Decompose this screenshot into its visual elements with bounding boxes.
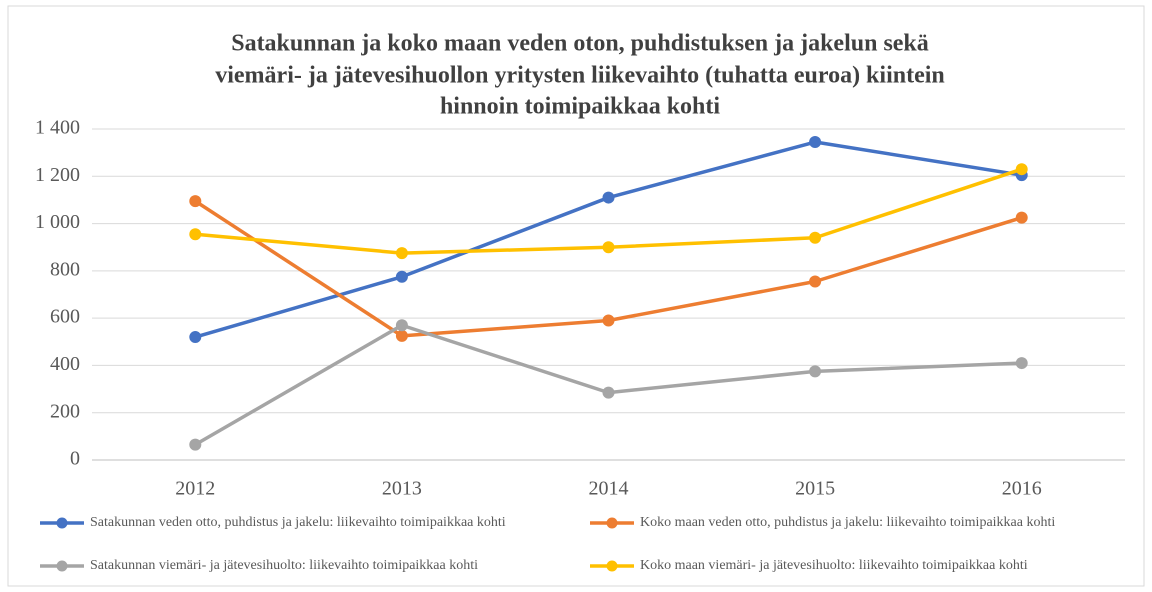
x-tick-label: 2013 xyxy=(382,478,422,500)
y-tick-label: 400 xyxy=(50,353,80,375)
data-point xyxy=(809,275,822,288)
y-tick-label: 1 000 xyxy=(35,211,80,233)
data-point xyxy=(1015,357,1028,370)
chart-title: viemäri- ja jätevesihuollon yritysten li… xyxy=(215,63,945,89)
chart-title: hinnoin toimipaikkaa kohti xyxy=(440,94,720,120)
data-point xyxy=(602,314,615,327)
data-point xyxy=(189,195,202,208)
data-point xyxy=(1015,163,1028,176)
x-tick-label: 2015 xyxy=(795,478,835,500)
legend-label: Satakunnan veden otto, puhdistus ja jake… xyxy=(90,515,506,530)
data-point xyxy=(395,319,408,332)
data-point xyxy=(602,386,615,399)
chart-border xyxy=(7,5,1145,587)
y-tick-label: 1 200 xyxy=(35,164,80,186)
legend-label: Satakunnan viemäri- ja jätevesihuolto: l… xyxy=(90,558,478,573)
data-point xyxy=(189,438,202,451)
data-point xyxy=(189,228,202,241)
y-tick-label: 0 xyxy=(70,448,80,470)
data-point xyxy=(395,329,408,342)
y-tick-label: 600 xyxy=(50,306,80,328)
y-tick-label: 800 xyxy=(50,258,80,280)
data-point xyxy=(602,241,615,254)
y-tick-label: 200 xyxy=(50,400,80,422)
data-point xyxy=(809,365,822,378)
legend-marker xyxy=(606,560,618,572)
data-point xyxy=(395,270,408,283)
x-tick-label: 2012 xyxy=(175,478,215,500)
legend-marker xyxy=(56,517,68,529)
y-tick-label: 1 400 xyxy=(35,117,80,139)
legend-marker xyxy=(606,517,618,529)
x-tick-label: 2016 xyxy=(1002,478,1042,500)
data-point xyxy=(395,247,408,260)
data-point xyxy=(602,191,615,204)
legend-label: Koko maan veden otto, puhdistus ja jakel… xyxy=(640,515,1055,530)
x-tick-label: 2014 xyxy=(589,478,629,500)
data-point xyxy=(809,231,822,244)
legend-label: Koko maan viemäri- ja jätevesihuolto: li… xyxy=(640,558,1028,573)
data-point xyxy=(189,331,202,344)
legend-marker xyxy=(56,560,68,572)
data-point xyxy=(1015,211,1028,224)
data-point xyxy=(809,136,822,149)
chart-title: Satakunnan ja koko maan veden oton, puhd… xyxy=(231,31,929,57)
